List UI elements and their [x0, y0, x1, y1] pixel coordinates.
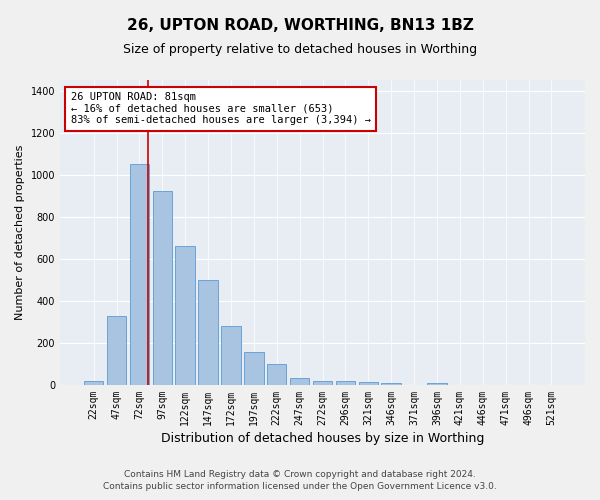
- Bar: [152, 192, 172, 385]
- Bar: [244, 352, 263, 385]
- Y-axis label: Number of detached properties: Number of detached properties: [15, 145, 25, 320]
- Text: Contains public sector information licensed under the Open Government Licence v3: Contains public sector information licen…: [103, 482, 497, 491]
- Text: 26 UPTON ROAD: 81sqm
← 16% of detached houses are smaller (653)
83% of semi-deta: 26 UPTON ROAD: 81sqm ← 16% of detached h…: [71, 92, 371, 126]
- Bar: [221, 326, 241, 385]
- Bar: [267, 364, 286, 385]
- Bar: [84, 380, 103, 385]
- X-axis label: Distribution of detached houses by size in Worthing: Distribution of detached houses by size …: [161, 432, 484, 445]
- Bar: [359, 382, 378, 385]
- Text: 26, UPTON ROAD, WORTHING, BN13 1BZ: 26, UPTON ROAD, WORTHING, BN13 1BZ: [127, 18, 473, 32]
- Bar: [290, 378, 310, 385]
- Bar: [107, 316, 126, 385]
- Bar: [335, 381, 355, 385]
- Text: Contains HM Land Registry data © Crown copyright and database right 2024.: Contains HM Land Registry data © Crown c…: [124, 470, 476, 479]
- Bar: [427, 383, 446, 385]
- Bar: [382, 383, 401, 385]
- Text: Size of property relative to detached houses in Worthing: Size of property relative to detached ho…: [123, 42, 477, 56]
- Bar: [130, 164, 149, 385]
- Bar: [175, 246, 195, 385]
- Bar: [313, 380, 332, 385]
- Bar: [199, 280, 218, 385]
